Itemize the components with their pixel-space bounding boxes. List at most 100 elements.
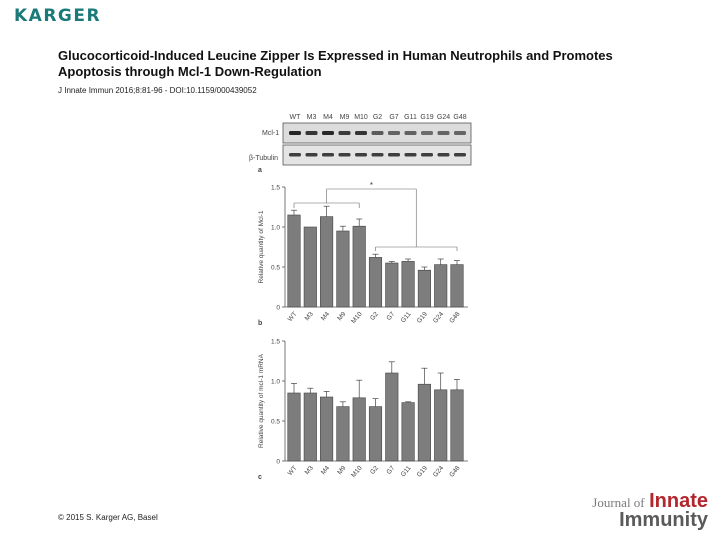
significance-marker: * bbox=[370, 181, 373, 190]
bar bbox=[368, 257, 383, 308]
blot-lane-label: G19 bbox=[420, 114, 433, 121]
blot-band-tubulin bbox=[388, 153, 400, 157]
journal-word-innate: Innate bbox=[649, 490, 708, 512]
blot-lane-label: M4 bbox=[323, 114, 333, 121]
blot-lane-label: WT bbox=[290, 114, 302, 121]
blot-band-tubulin bbox=[289, 153, 301, 157]
blot-band-tubulin bbox=[338, 153, 351, 157]
blot-band-tubulin bbox=[371, 153, 384, 157]
x-tick-label: G2 bbox=[369, 310, 380, 321]
blot-row-label: β-Tubulin bbox=[249, 155, 278, 162]
y-tick-label: 0 bbox=[276, 459, 280, 466]
blot-band-tubulin bbox=[355, 153, 367, 157]
bar bbox=[385, 262, 399, 308]
y-tick-label: 1.5 bbox=[271, 185, 280, 192]
panel-label: a bbox=[258, 167, 262, 174]
x-tick-label: M10 bbox=[350, 311, 364, 325]
bar bbox=[320, 216, 334, 308]
bar bbox=[303, 392, 317, 462]
bar bbox=[352, 225, 366, 308]
panel-label: c bbox=[258, 474, 262, 481]
bar bbox=[287, 214, 301, 308]
x-tick-label: G11 bbox=[400, 464, 413, 478]
blot-band-tubulin bbox=[421, 153, 433, 157]
blot-band-mcl1 bbox=[322, 131, 334, 135]
y-tick-label: 1.0 bbox=[271, 379, 280, 386]
blot-band-mcl1 bbox=[421, 131, 433, 135]
bar bbox=[336, 230, 350, 308]
x-tick-label: WT bbox=[287, 465, 299, 477]
bar bbox=[320, 396, 334, 462]
blot-band-tubulin bbox=[454, 153, 466, 157]
bar bbox=[401, 402, 415, 462]
blot-band-mcl1 bbox=[355, 131, 367, 135]
bar bbox=[368, 406, 383, 462]
panel-label: b bbox=[258, 320, 262, 327]
bar bbox=[434, 389, 448, 462]
journal-word-immunity: Immunity bbox=[619, 509, 708, 531]
x-tick-label: G48 bbox=[448, 464, 462, 478]
blot-lane-label: G48 bbox=[453, 114, 466, 121]
blot-band-mcl1 bbox=[289, 131, 301, 135]
x-tick-label: G48 bbox=[448, 310, 462, 324]
x-tick-label: G24 bbox=[432, 464, 446, 478]
blot-band-tubulin bbox=[404, 153, 417, 157]
x-tick-label: G19 bbox=[416, 464, 430, 478]
blot-lane-label: M10 bbox=[354, 114, 368, 121]
blot-band-tubulin bbox=[437, 153, 450, 157]
x-tick-label: M4 bbox=[320, 464, 331, 476]
bar bbox=[417, 269, 431, 308]
bar bbox=[401, 261, 415, 308]
x-tick-label: G2 bbox=[369, 464, 380, 475]
blot-band-mcl1 bbox=[454, 131, 466, 135]
blot-lane-label: G24 bbox=[437, 114, 450, 121]
bar bbox=[450, 264, 464, 308]
blot-lane-label: M9 bbox=[340, 114, 350, 121]
bar bbox=[352, 397, 366, 462]
x-tick-label: G7 bbox=[385, 464, 396, 475]
blot-band-mcl1 bbox=[437, 131, 450, 135]
blot-lane-label: G7 bbox=[389, 114, 398, 121]
bar bbox=[303, 226, 317, 308]
y-tick-label: 1.5 bbox=[271, 339, 280, 346]
blot-band-mcl1 bbox=[404, 131, 417, 135]
journal-prefix: Journal of bbox=[592, 495, 645, 510]
blot-lane-label: G2 bbox=[373, 114, 382, 121]
article-citation: J Innate Immun 2016;8:81-96 - DOI:10.115… bbox=[58, 86, 257, 95]
x-tick-label: G19 bbox=[416, 310, 430, 324]
x-tick-label: M3 bbox=[304, 310, 315, 322]
x-tick-label: M9 bbox=[336, 310, 347, 322]
x-tick-label: G7 bbox=[385, 310, 396, 321]
publisher-logo: KARGER bbox=[14, 6, 102, 26]
blot-band-tubulin bbox=[305, 153, 318, 157]
x-tick-label: M3 bbox=[304, 464, 315, 476]
journal-logo: Journal of Innate Immunity bbox=[592, 490, 708, 532]
x-tick-label: M10 bbox=[350, 465, 364, 479]
bar bbox=[336, 406, 350, 462]
copyright-notice: © 2015 S. Karger AG, Basel bbox=[58, 513, 158, 522]
blot-band-mcl1 bbox=[338, 131, 351, 135]
y-axis-label: Relative quantity of mcl-1 mRNA bbox=[258, 353, 265, 448]
blot-row-label: Mcl-1 bbox=[262, 130, 279, 137]
y-tick-label: 0 bbox=[276, 305, 280, 312]
bar bbox=[434, 264, 448, 308]
y-tick-label: 1.0 bbox=[271, 225, 280, 232]
blot-band-mcl1 bbox=[388, 131, 400, 135]
blot-band-mcl1 bbox=[371, 131, 384, 135]
blot-lane-label: G11 bbox=[404, 114, 417, 121]
x-tick-label: WT bbox=[287, 311, 299, 323]
blot-band-tubulin bbox=[322, 153, 334, 157]
y-tick-label: 0.5 bbox=[271, 265, 280, 272]
article-title: Glucocorticoid-Induced Leucine Zipper Is… bbox=[58, 48, 613, 79]
bar bbox=[417, 383, 431, 462]
x-tick-label: G24 bbox=[432, 310, 446, 324]
bar bbox=[450, 389, 464, 462]
blot-band-mcl1 bbox=[305, 131, 318, 135]
y-tick-label: 0.5 bbox=[271, 419, 280, 426]
blot-lane-label: M3 bbox=[307, 114, 317, 121]
y-axis-label: Relative quantity of Mcl-1 bbox=[258, 210, 265, 283]
bar bbox=[385, 372, 399, 462]
bar bbox=[287, 392, 301, 462]
x-tick-label: M4 bbox=[320, 310, 331, 322]
